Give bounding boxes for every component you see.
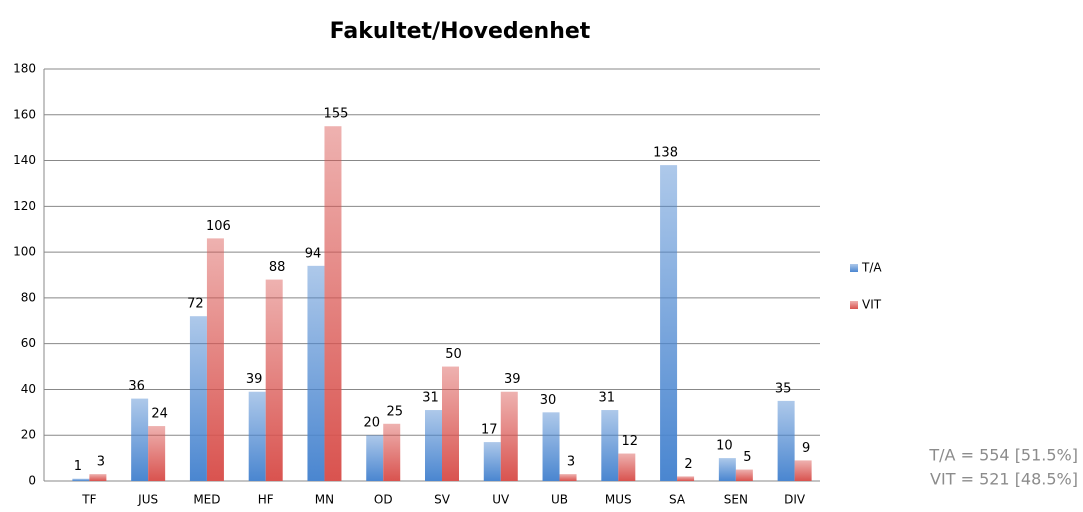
bar [483,442,501,481]
data-label: 155 [324,107,349,122]
data-label: 88 [269,260,286,275]
data-label: 3 [567,455,575,470]
data-label: 9 [802,441,810,456]
x-tick-label: UV [492,493,510,507]
bar [248,391,266,481]
data-label: 94 [305,246,322,261]
y-tick-label: 100 [13,245,36,259]
bar [89,474,107,481]
bar [660,165,678,481]
data-label: 39 [246,372,263,387]
x-tick-label: OD [374,493,393,507]
x-tick-label: MED [193,493,220,507]
bar [718,458,736,481]
bar [265,279,283,481]
x-tick-label: SA [669,493,686,507]
data-label: 5 [743,450,751,465]
y-tick-label: 180 [13,62,36,76]
chart-title: Fakultet/Hovedenhet [330,19,591,44]
data-label: 24 [151,407,168,422]
bar [442,366,459,481]
x-tick-label: MUS [605,493,632,507]
x-tick-label: TF [81,493,96,507]
legend-label: VIT [862,298,882,312]
data-label: 12 [622,434,639,449]
data-label: 10 [716,439,733,454]
data-label: 25 [386,404,403,419]
bar [189,316,207,481]
y-tick-label: 0 [28,474,36,488]
x-tick-label: JUS [137,493,158,507]
x-tick-label: UB [551,493,568,507]
annotation: T/A = 554 [51.5%] [928,446,1078,465]
data-label: 39 [504,372,521,387]
annotation: VIT = 521 [48.5%] [930,470,1078,489]
bar [735,469,753,481]
data-label: 72 [187,297,204,312]
bar [601,410,619,481]
x-tick-label: HF [258,493,274,507]
y-tick-label: 80 [21,290,36,304]
data-label: 3 [97,455,105,470]
bar [425,410,442,481]
bar [366,435,384,481]
bar [324,126,342,481]
data-label: 1 [74,459,82,474]
bar [559,474,577,481]
bar [148,426,166,481]
y-tick-label: 40 [21,382,36,396]
bar [677,476,695,481]
y-tick-label: 160 [13,107,36,121]
data-label: 106 [206,219,231,234]
bar [307,265,325,481]
legend-swatch [850,301,858,309]
x-tick-label: SEN [724,493,748,507]
bar [618,453,636,481]
data-label: 20 [363,416,380,431]
y-tick-label: 20 [21,428,36,442]
data-label: 31 [599,391,616,406]
bar [500,391,518,481]
bar [777,400,795,481]
y-tick-label: 140 [13,153,36,167]
bar [383,423,401,481]
data-label: 35 [775,381,792,396]
bar [542,412,560,481]
bar [206,238,224,481]
x-tick-label: MN [315,493,334,507]
bar [131,398,149,481]
data-label: 138 [653,146,678,161]
data-label: 31 [422,391,439,406]
x-tick-label: DIV [784,493,806,507]
y-tick-label: 120 [13,199,36,213]
bar [794,460,812,481]
y-tick-label: 60 [21,336,36,350]
data-label: 36 [128,379,145,394]
legend-label: T/A [861,261,882,275]
x-tick-label: SV [434,493,451,507]
data-label: 30 [540,393,557,408]
data-label: 50 [445,347,462,362]
bar [72,478,90,481]
legend-swatch [850,264,858,272]
data-label: 2 [684,457,692,472]
data-label: 17 [481,423,498,438]
